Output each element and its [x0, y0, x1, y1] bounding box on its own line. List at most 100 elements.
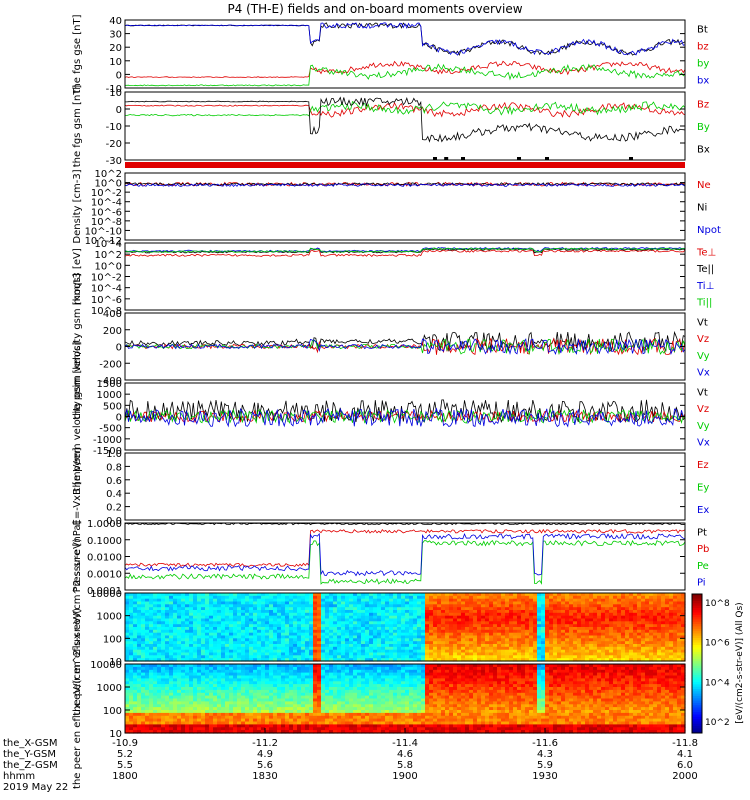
heatmap-cell — [525, 595, 530, 600]
heatmap-cell — [589, 618, 594, 622]
heatmap-cell — [205, 707, 210, 711]
heatmap-cell — [645, 601, 650, 605]
heatmap-cell — [641, 646, 646, 651]
heatmap-cell — [165, 644, 170, 648]
heatmap-cell — [197, 607, 202, 611]
heatmap-cell — [193, 724, 198, 728]
heatmap-cell — [145, 632, 150, 637]
heatmap-cell — [333, 610, 338, 614]
heatmap-cell — [189, 598, 194, 603]
heatmap-cell — [129, 707, 134, 711]
heatmap-cell — [669, 658, 674, 662]
heatmap-cell — [389, 598, 394, 603]
heatmap-cell — [445, 621, 450, 625]
heatmap-cell — [397, 607, 402, 611]
heatmap-cell — [253, 701, 258, 705]
heatmap-cell — [437, 615, 442, 620]
heatmap-cell — [433, 624, 438, 628]
heatmap-cell — [541, 604, 546, 608]
heatmap-cell — [249, 595, 254, 600]
heatmap-cell — [353, 695, 358, 700]
heatmap-cell — [169, 672, 174, 677]
heatmap-cell — [245, 724, 250, 728]
heatmap-cell — [597, 621, 602, 625]
series-line-Bz — [124, 101, 686, 118]
heatmap-cell — [297, 644, 302, 648]
heatmap-cell — [301, 704, 306, 708]
heatmap-cell — [181, 712, 186, 717]
heatmap-cell — [669, 655, 674, 659]
heatmap-cell — [297, 646, 302, 651]
heatmap-cell — [497, 593, 502, 597]
heatmap-cell — [557, 618, 562, 622]
heatmap-cell — [561, 655, 566, 659]
heatmap-cell — [165, 615, 170, 620]
heatmap-cell — [369, 649, 374, 654]
heatmap-cell — [337, 678, 342, 682]
heatmap-cell — [205, 601, 210, 605]
heatmap-cell — [145, 712, 150, 717]
heatmap-cell — [157, 610, 162, 614]
heatmap-cell — [681, 624, 686, 628]
heatmap-cell — [277, 604, 282, 608]
heatmap-cell — [325, 707, 330, 711]
heatmap-cell — [177, 598, 182, 603]
y-tick-label: -30 — [106, 156, 122, 167]
heatmap-cell — [353, 698, 358, 702]
heatmap-cell — [529, 632, 534, 637]
heatmap-cell — [221, 658, 226, 662]
heatmap-cell — [637, 610, 642, 614]
heatmap-cell — [341, 698, 346, 702]
heatmap-cell — [133, 730, 138, 734]
heatmap-cell — [497, 641, 502, 645]
heatmap-cell — [253, 655, 258, 659]
y-tick-label: 10^-4 — [91, 198, 122, 209]
heatmap-cell — [185, 624, 190, 628]
heatmap-cell — [321, 710, 326, 714]
heatmap-cell — [249, 624, 254, 628]
heatmap-cell — [133, 666, 138, 671]
y-tick-label: 0.4 — [106, 489, 122, 500]
heatmap-cell — [181, 672, 186, 677]
heatmap-cell — [153, 621, 158, 625]
heatmap-cell — [673, 615, 678, 620]
heatmap-cell — [653, 652, 658, 656]
heatmap-cell — [617, 624, 622, 628]
heatmap-cell — [129, 635, 134, 639]
heatmap-cell — [261, 612, 266, 617]
heatmap-cell — [281, 692, 286, 697]
heatmap-cell — [241, 624, 246, 628]
heatmap-cell — [609, 632, 614, 637]
heatmap-cell — [225, 687, 230, 691]
heatmap-cell — [297, 724, 302, 728]
heatmap-cell — [645, 593, 650, 597]
heatmap-cell — [321, 715, 326, 720]
heatmap-cell — [597, 604, 602, 608]
heatmap-cell — [285, 615, 290, 620]
heatmap-cell — [285, 707, 290, 711]
heatmap-cell — [185, 669, 190, 674]
heatmap-cell — [577, 595, 582, 600]
heatmap-cell — [273, 724, 278, 728]
heatmap-cell — [637, 607, 642, 611]
heatmap-cell — [317, 595, 322, 600]
heatmap-cell — [241, 635, 246, 639]
heatmap-cell — [233, 618, 238, 622]
heatmap-cell — [393, 638, 398, 642]
heatmap-cell — [461, 638, 466, 642]
heatmap-cell — [649, 621, 654, 625]
heatmap-cell — [477, 646, 482, 651]
heatmap-cell — [137, 664, 142, 668]
heatmap-cell — [553, 615, 558, 620]
heatmap-cell — [505, 621, 510, 625]
heatmap-cell — [657, 610, 662, 614]
heatmap-cell — [565, 607, 570, 611]
y-tick-label: 10^-6 — [91, 207, 122, 218]
heatmap-cell — [377, 638, 382, 642]
heatmap-cell — [293, 644, 298, 648]
heatmap-cell — [381, 610, 386, 614]
heatmap-cell — [265, 612, 270, 617]
heatmap-cell — [141, 689, 146, 694]
heatmap-cell — [297, 675, 302, 679]
heatmap-cell — [269, 672, 274, 677]
